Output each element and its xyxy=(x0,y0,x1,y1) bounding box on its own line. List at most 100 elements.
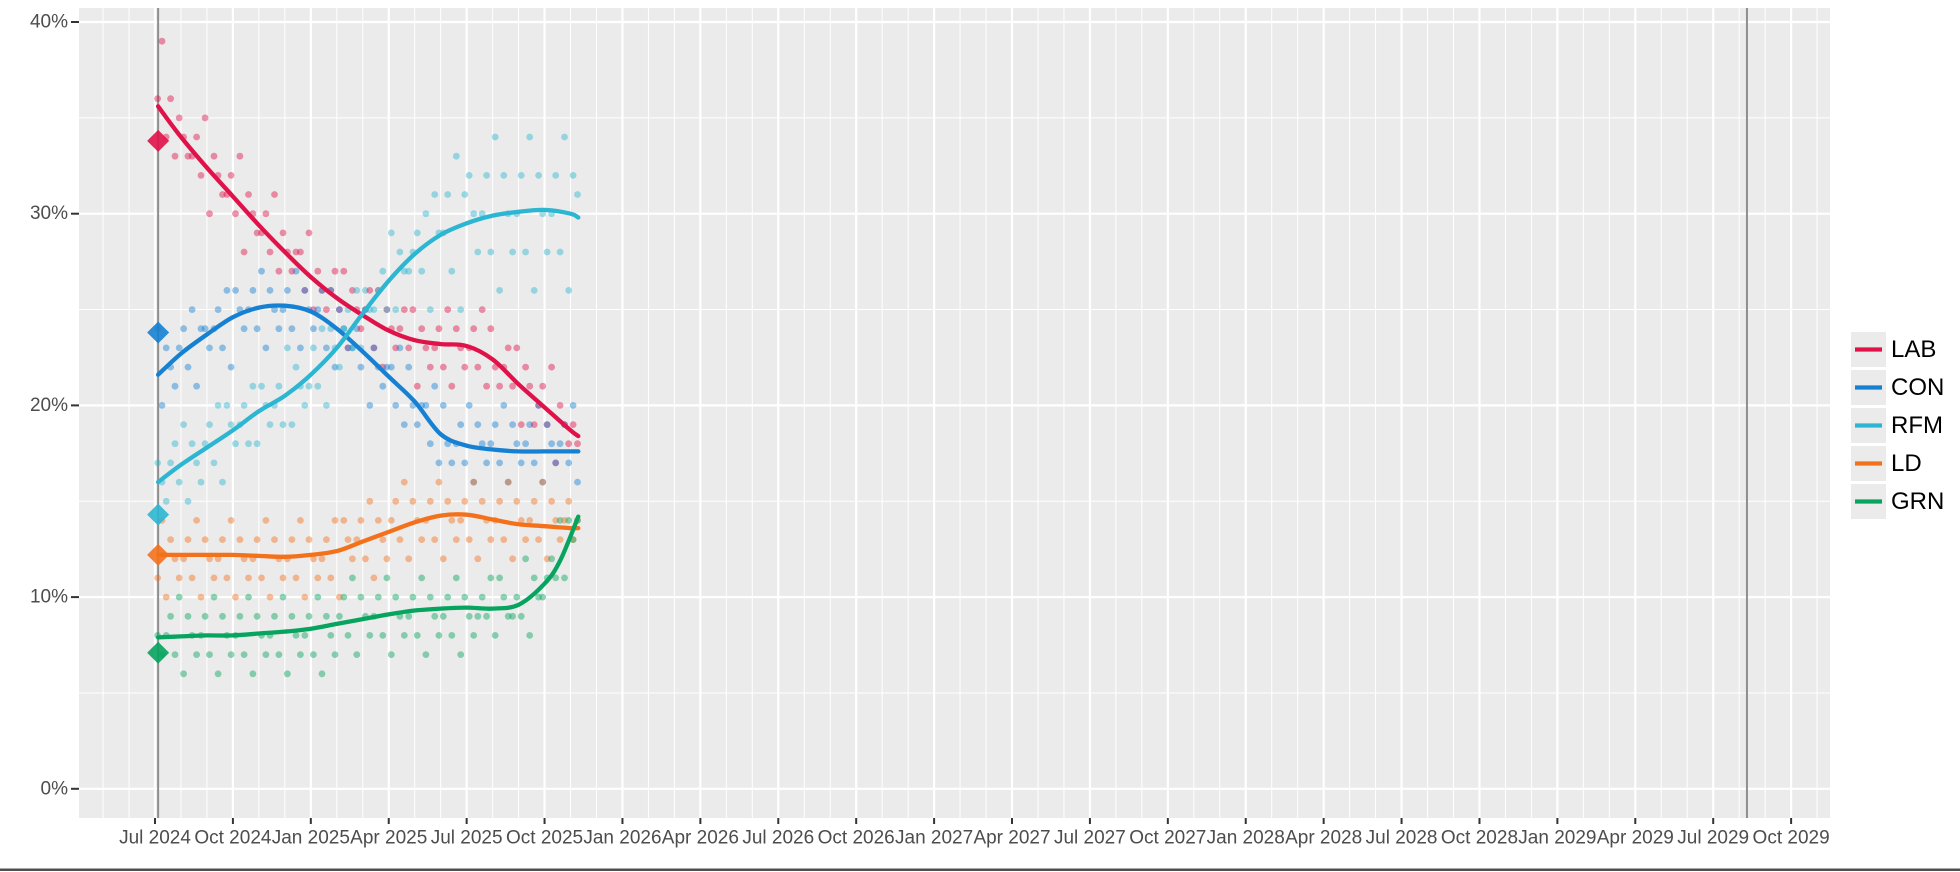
poll-point-RFM xyxy=(162,497,170,505)
poll-point-GRN xyxy=(249,670,257,678)
poll-point-CON xyxy=(240,325,248,333)
poll-point-CON xyxy=(522,440,529,448)
poll-point-GRN xyxy=(535,593,542,601)
poll-point-LAB xyxy=(548,363,555,371)
poll-point-CON xyxy=(188,306,196,313)
poll-point-LAB xyxy=(513,344,521,352)
poll-point-LAB xyxy=(266,248,274,256)
poll-point-CON xyxy=(193,382,201,390)
poll-point-LD xyxy=(435,478,443,486)
poll-point-LAB xyxy=(483,382,490,390)
poll-point-RFM xyxy=(383,306,391,313)
poll-point-LD xyxy=(344,536,352,543)
poll-point-LD xyxy=(561,517,568,524)
poll-point-LD xyxy=(171,555,179,563)
poll-point-RFM xyxy=(530,287,538,294)
poll-point-GRN xyxy=(180,670,188,678)
poll-point-GRN xyxy=(262,651,270,658)
poll-point-GRN xyxy=(297,651,304,658)
poll-point-CON xyxy=(253,325,261,333)
poll-point-CON xyxy=(288,325,296,333)
poll-point-GRN xyxy=(236,612,244,620)
poll-point-LAB xyxy=(539,382,547,390)
poll-point-RFM xyxy=(392,306,400,313)
election-result-diamond-GRN xyxy=(147,641,170,664)
poll-point-RFM xyxy=(491,133,499,141)
poll-point-LAB xyxy=(405,344,413,352)
poll-point-LD xyxy=(253,536,261,543)
poll-point-GRN xyxy=(284,670,291,678)
poll-point-GRN xyxy=(310,651,317,658)
poll-point-CON xyxy=(284,287,291,294)
poll-point-RFM xyxy=(474,248,482,256)
poll-point-CON xyxy=(470,478,478,486)
poll-point-CON xyxy=(197,325,205,333)
poll-point-GRN xyxy=(353,651,361,658)
poll-point-RFM xyxy=(310,344,317,352)
poll-point-RFM xyxy=(452,152,460,160)
poll-point-CON xyxy=(262,344,270,352)
poll-point-LD xyxy=(556,536,564,543)
poll-point-LD xyxy=(461,497,469,505)
poll-point-LAB xyxy=(219,191,226,198)
poll-point-LAB xyxy=(197,172,205,179)
poll-point-GRN xyxy=(509,612,516,620)
poll-point-CON xyxy=(435,459,443,467)
poll-point-GRN xyxy=(387,651,395,658)
poll-point-CON xyxy=(279,306,287,313)
poll-point-LAB xyxy=(301,287,309,294)
poll-point-LAB xyxy=(206,210,213,218)
poll-point-GRN xyxy=(392,593,400,601)
poll-point-LAB xyxy=(556,402,564,409)
poll-point-LAB xyxy=(448,382,456,390)
poll-point-RFM xyxy=(465,172,473,179)
poll-point-RFM xyxy=(210,459,218,467)
poll-point-LAB xyxy=(504,344,512,352)
poll-point-RFM xyxy=(362,287,369,294)
poll-point-LD xyxy=(258,574,265,582)
poll-point-LD xyxy=(444,497,452,505)
poll-point-CON xyxy=(331,363,339,371)
poll-point-LAB xyxy=(370,344,378,352)
poll-point-LD xyxy=(323,536,330,543)
poll-point-CON xyxy=(232,287,239,294)
poll-point-RFM xyxy=(314,382,322,390)
poll-point-CON xyxy=(487,440,495,448)
poll-point-LD xyxy=(439,555,447,563)
poll-point-LD xyxy=(266,593,274,601)
poll-point-GRN xyxy=(184,612,192,620)
poll-point-LD xyxy=(314,574,322,582)
poll-point-LD xyxy=(236,536,244,543)
poll-point-CON xyxy=(275,325,283,333)
poll-point-RFM xyxy=(284,344,291,352)
poll-point-LD xyxy=(219,536,226,543)
poll-point-LD xyxy=(279,574,287,582)
poll-point-LD xyxy=(513,497,521,505)
x-tick-label: Jan 2027 xyxy=(895,828,973,849)
poll-point-LD xyxy=(206,555,213,563)
poll-point-LAB xyxy=(331,267,339,275)
poll-point-CON xyxy=(496,459,503,467)
poll-point-RFM xyxy=(336,363,343,371)
poll-point-GRN xyxy=(413,632,421,639)
poll-point-GRN xyxy=(279,593,287,601)
poll-point-LD xyxy=(565,497,573,505)
poll-point-RFM xyxy=(552,172,560,179)
poll-point-RFM xyxy=(487,248,495,256)
poll-point-GRN xyxy=(227,651,235,658)
poll-point-RFM xyxy=(509,248,516,256)
poll-point-LD xyxy=(474,555,482,563)
poll-point-GRN xyxy=(439,612,447,620)
poll-point-LD xyxy=(500,536,508,543)
poll-point-GRN xyxy=(245,593,252,601)
poll-point-GRN xyxy=(240,651,248,658)
poll-point-RFM xyxy=(223,402,231,409)
poll-point-LD xyxy=(175,574,183,582)
x-tick-label: Jul 2025 xyxy=(431,828,503,849)
poll-point-LD xyxy=(543,555,551,563)
poll-point-GRN xyxy=(517,612,525,620)
poll-point-GRN xyxy=(305,612,313,620)
poll-point-CON xyxy=(556,440,564,448)
poll-point-RFM xyxy=(249,382,257,390)
